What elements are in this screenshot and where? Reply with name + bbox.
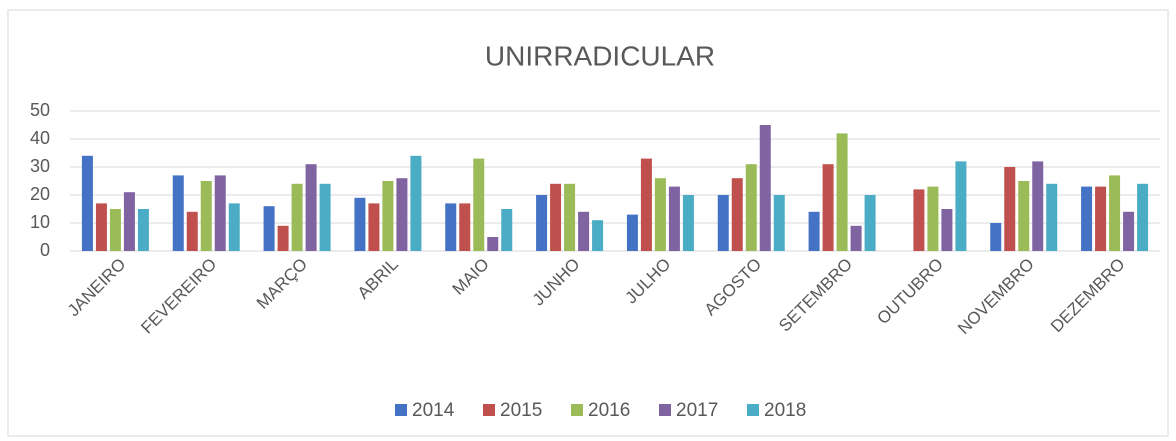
bar	[1095, 186, 1107, 251]
bar	[731, 178, 743, 251]
bar	[305, 164, 317, 251]
bar	[473, 158, 485, 251]
bar	[1046, 183, 1058, 251]
bar	[564, 183, 576, 251]
bar	[354, 197, 366, 251]
legend-swatch	[395, 404, 407, 416]
bar	[382, 181, 394, 251]
bar	[654, 178, 666, 251]
bar	[955, 161, 967, 251]
bar	[550, 183, 562, 251]
bar	[291, 183, 303, 251]
y-tick-label: 0	[40, 240, 50, 260]
bar	[759, 125, 771, 251]
bar	[501, 209, 513, 251]
bar	[81, 155, 93, 251]
bar	[850, 225, 862, 251]
bar	[808, 211, 820, 251]
legend-swatch	[483, 404, 495, 416]
bar	[1081, 186, 1093, 251]
bar	[1137, 183, 1149, 251]
bar	[459, 203, 471, 251]
bar	[1109, 175, 1121, 251]
bar	[745, 164, 757, 251]
bar	[626, 214, 638, 251]
bar	[1032, 161, 1044, 251]
bar	[410, 155, 422, 251]
bar	[228, 203, 240, 251]
bar	[214, 175, 226, 251]
bar	[319, 183, 331, 251]
y-tick-label: 50	[30, 100, 50, 120]
bar	[396, 178, 408, 251]
y-tick-label: 40	[30, 128, 50, 148]
bar	[592, 220, 604, 251]
bar	[200, 181, 212, 251]
bar	[277, 225, 289, 251]
y-tick-label: 10	[30, 212, 50, 232]
bar	[913, 189, 925, 251]
bar	[822, 164, 834, 251]
bar	[487, 237, 499, 251]
bar	[109, 209, 121, 251]
bar	[172, 175, 184, 251]
bar	[836, 133, 848, 251]
bar	[717, 195, 729, 251]
bar	[990, 223, 1002, 251]
bar	[682, 195, 694, 251]
bar	[773, 195, 785, 251]
bar	[1018, 181, 1030, 251]
bar	[368, 203, 380, 251]
legend-label: 2014	[412, 400, 455, 421]
y-tick-label: 20	[30, 184, 50, 204]
y-tick-label: 30	[30, 156, 50, 176]
bar	[578, 211, 590, 251]
bar	[668, 186, 680, 251]
bar	[263, 206, 275, 251]
bar	[864, 195, 876, 251]
legend-label: 2015	[500, 400, 542, 421]
chart-title: UNIRRADICULAR	[485, 40, 715, 71]
bar	[137, 209, 149, 251]
legend-swatch	[747, 404, 759, 416]
legend-label: 2017	[676, 400, 718, 421]
bar	[95, 203, 107, 251]
bar	[445, 203, 457, 251]
legend-swatch	[571, 404, 583, 416]
bar	[536, 195, 548, 251]
bar	[1123, 211, 1135, 251]
bar	[640, 158, 652, 251]
bar	[123, 192, 135, 251]
legend-swatch	[659, 404, 671, 416]
bar	[186, 211, 198, 251]
bar	[941, 209, 953, 251]
legend-label: 2018	[764, 400, 806, 421]
legend-label: 2016	[588, 400, 630, 421]
bar	[927, 186, 939, 251]
bar	[1004, 167, 1016, 251]
